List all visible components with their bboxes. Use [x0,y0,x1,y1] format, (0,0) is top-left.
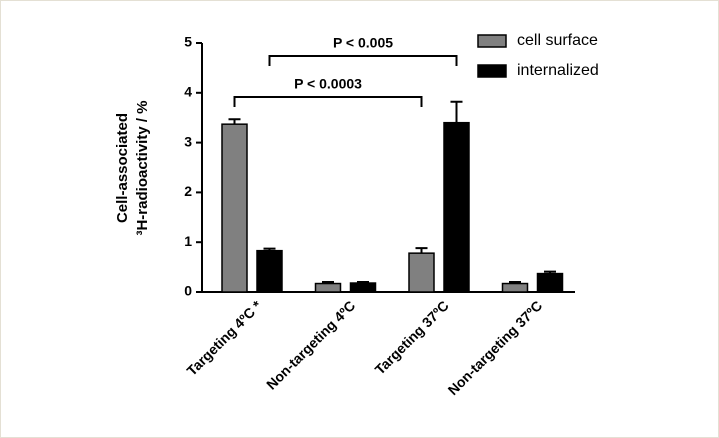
annotation: P < 0.0003 [294,76,362,92]
error-bar [415,247,428,254]
bar [256,249,283,293]
y-tick-label: 3 [184,133,192,149]
y-tick-label: 5 [184,34,192,50]
y-axis-label: Cell-associated [114,113,131,223]
bar [221,123,248,293]
legend-swatch [477,34,507,48]
annotation: P < 0.005 [333,35,393,51]
bar [443,121,470,293]
bracket [268,55,458,66]
legend-label: cell surface [517,32,598,49]
bracket [233,96,423,107]
bar [536,272,564,293]
y-tick-label: 4 [184,84,192,100]
y-axis-label: ³H-radioactivity / % [134,100,151,235]
y-tick-label: 1 [184,233,192,249]
y-tick-label: 0 [184,283,192,299]
bar [349,282,377,293]
bar [314,282,342,293]
error-bar [450,100,463,123]
legend-swatch [477,64,507,78]
legend-label: internalized [517,62,599,79]
y-tick-label: 2 [184,183,192,199]
bar [408,252,435,293]
error-bar [228,118,241,125]
bar [501,282,529,293]
